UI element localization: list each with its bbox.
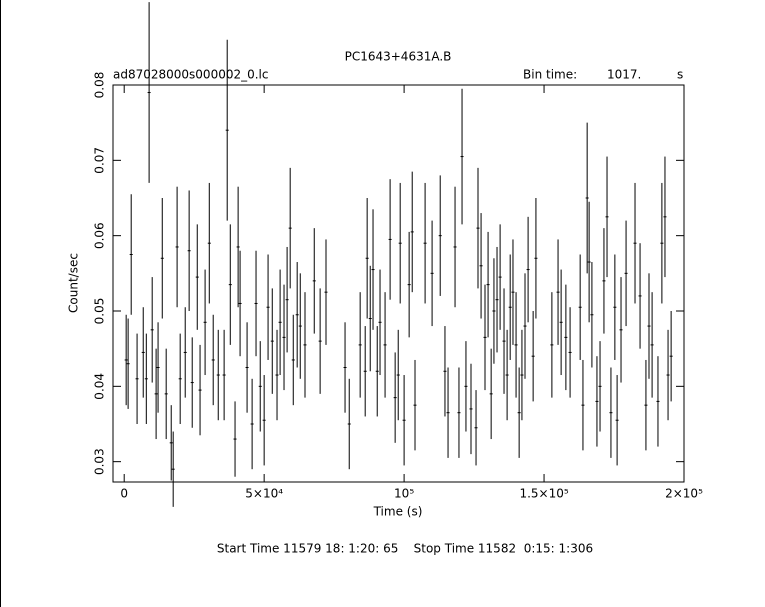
bin-unit: s [677,68,683,82]
plot-frame [112,84,685,483]
y-tick-label: 0.05 [93,298,107,325]
y-tick-label: 0.07 [93,147,107,174]
chart-title: PC1643+4631A.B [345,50,452,64]
x-tick-label: 2×10⁵ [665,487,703,501]
x-tick-label: 10⁵ [394,487,414,501]
x-tick-label: 5×10⁴ [245,487,283,501]
y-tick-label: 0.04 [93,373,107,400]
x-tick-label: 0 [120,487,128,501]
y-axis-label: Count/sec [67,253,81,313]
bin-label: Bin time: [523,68,577,82]
x-axis-label: Time (s) [373,505,423,519]
x-tick-label: 1.5×10⁵ [519,487,568,501]
y-tick-label: 0.08 [93,72,107,99]
y-tick-label: 0.03 [93,448,107,475]
y-tick-label: 0.06 [93,222,107,249]
bin-value: 1017. [607,68,641,82]
file-label: ad87028000s000002_0.lc [113,68,269,82]
footer: Start Time 11579 18: 1:20: 65 Stop Time … [217,542,593,556]
